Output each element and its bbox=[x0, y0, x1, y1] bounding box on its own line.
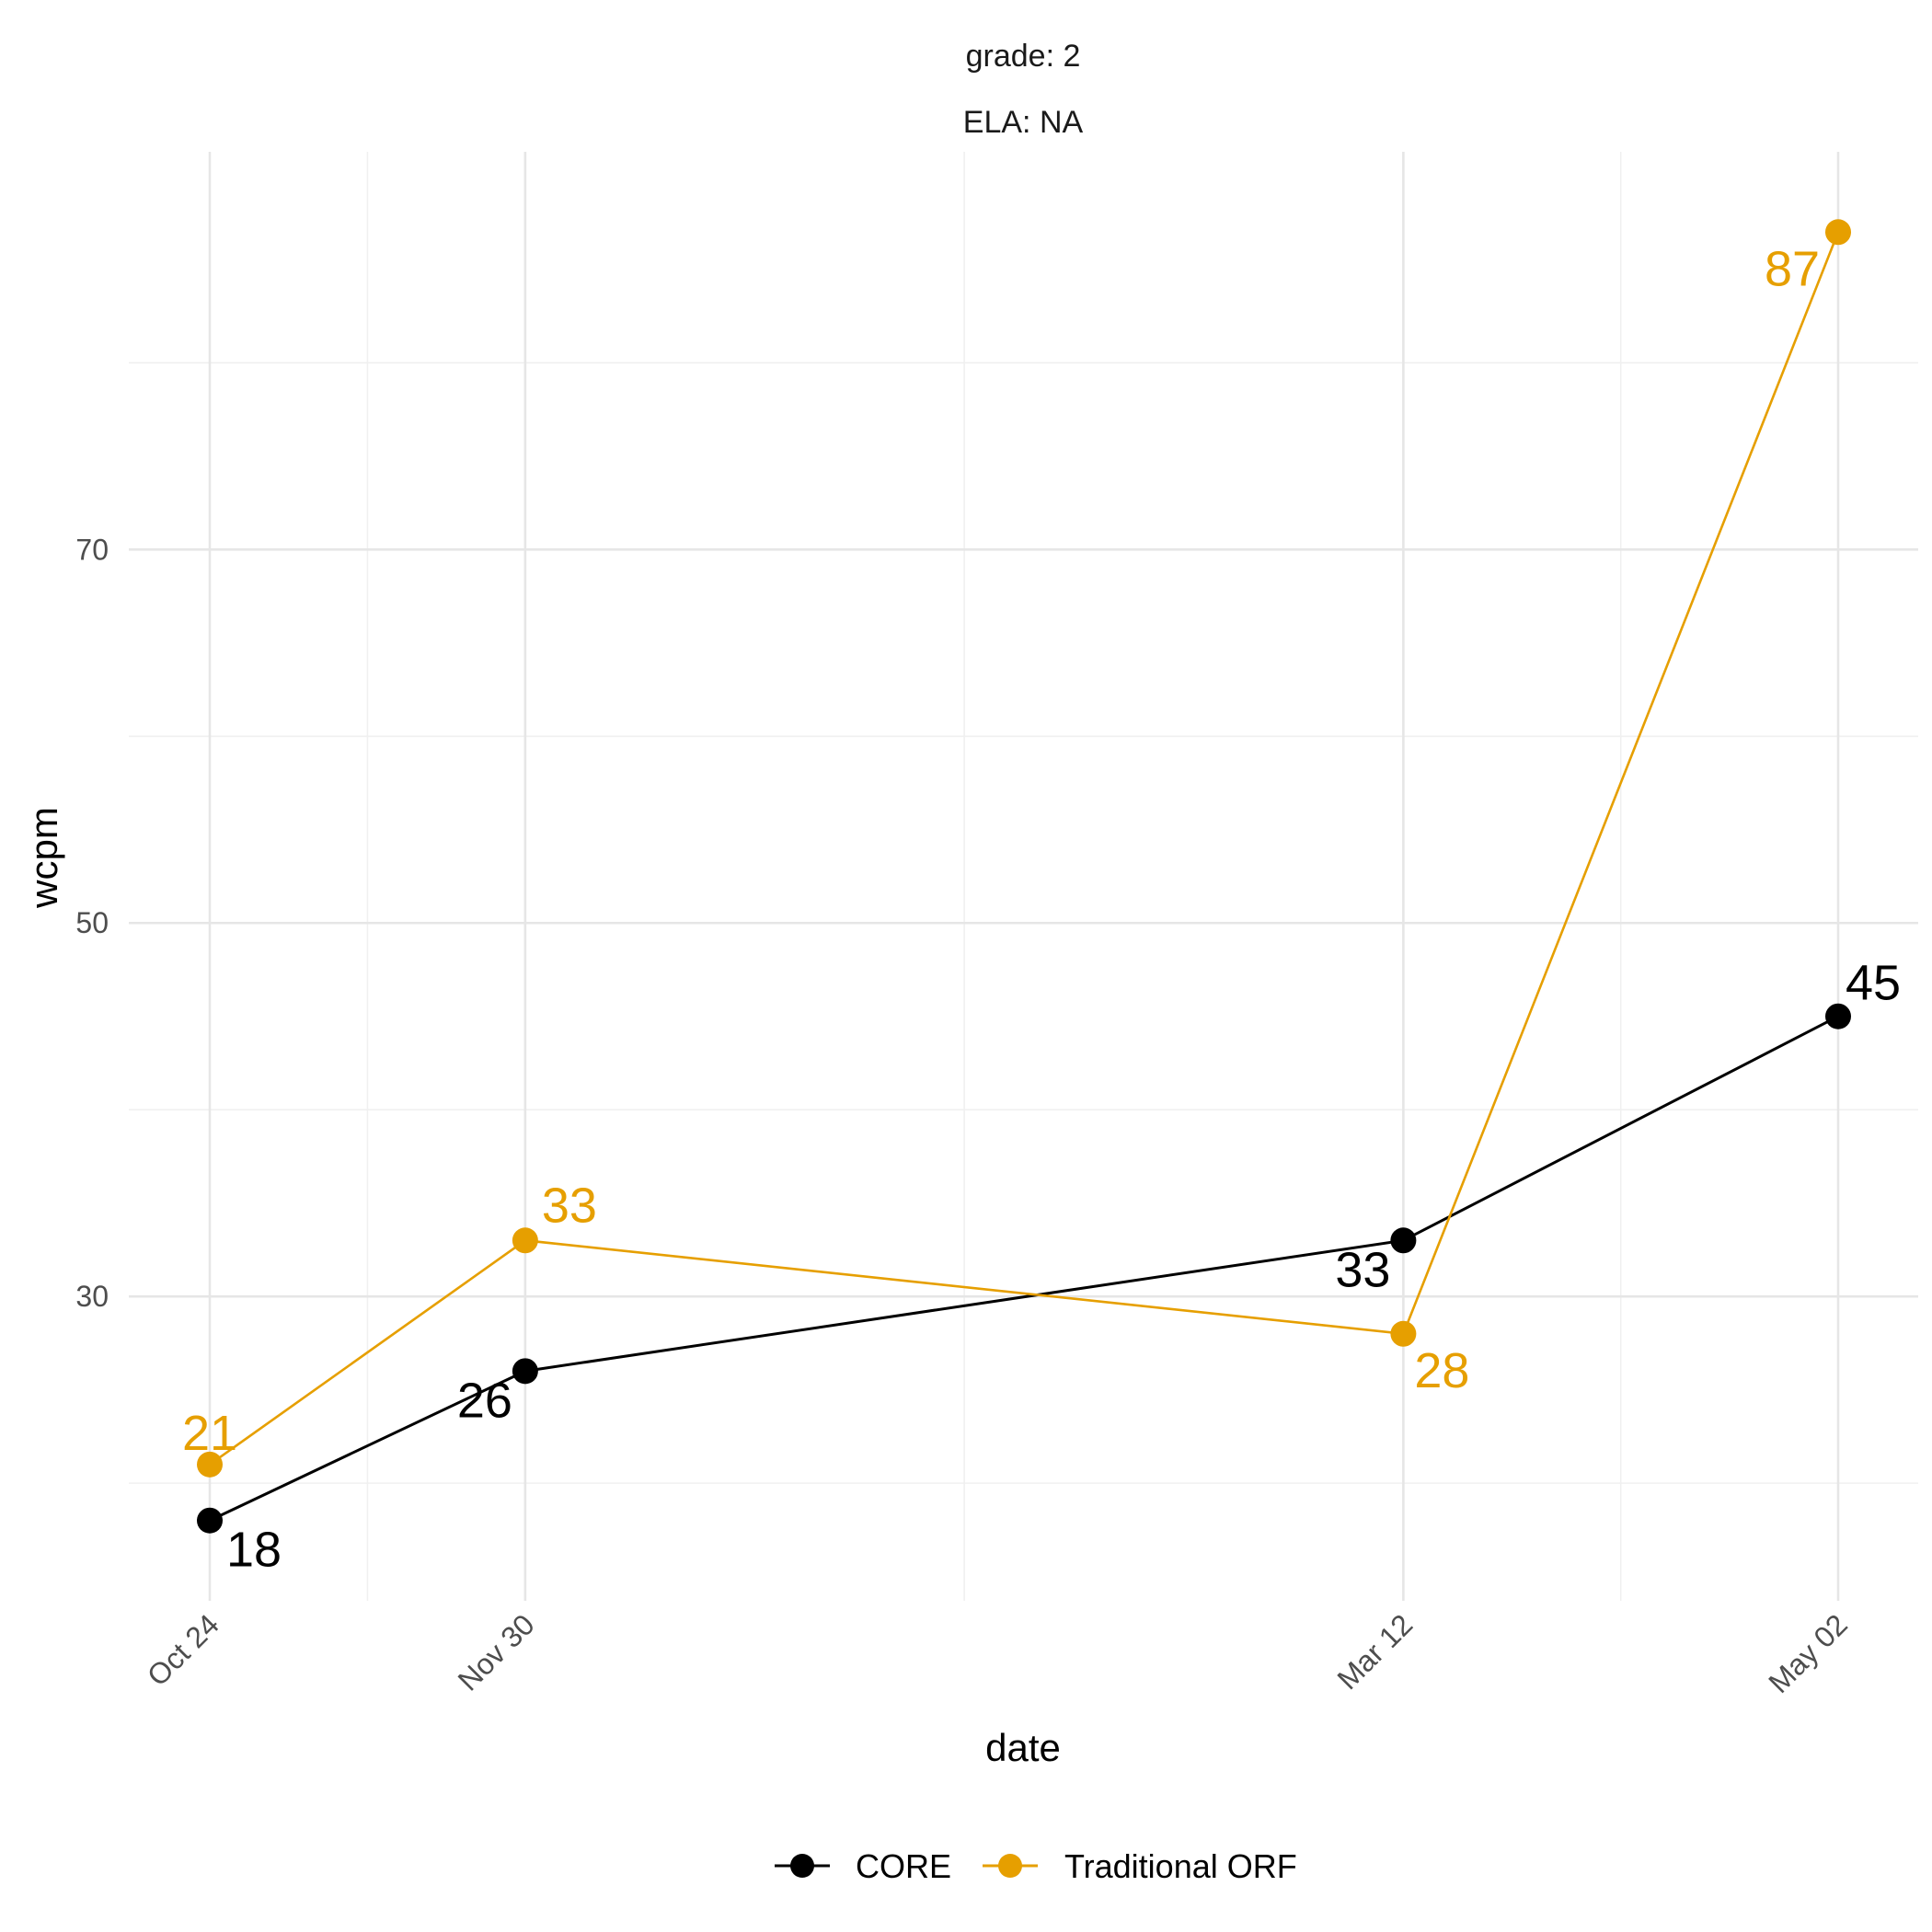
legend: CORE Traditional ORF bbox=[775, 1847, 1297, 1885]
data-label-core: 45 bbox=[1846, 956, 1901, 1011]
data-point-core bbox=[512, 1358, 538, 1385]
data-label-traditional-orf: 21 bbox=[182, 1406, 237, 1461]
y-axis-title: wcpm bbox=[22, 807, 65, 909]
facet-strip-ela: ELA: NA bbox=[963, 105, 1084, 140]
y-tick-label: 50 bbox=[75, 906, 109, 939]
data-point-core bbox=[1825, 1003, 1851, 1029]
legend-key-point-core bbox=[790, 1854, 814, 1878]
data-point-core bbox=[197, 1507, 223, 1534]
data-point-traditional-orf bbox=[1825, 219, 1851, 246]
grid bbox=[129, 152, 1918, 1601]
x-tick-label: Mar 12 bbox=[1330, 1607, 1419, 1696]
legend-key-point-traditional-orf bbox=[998, 1854, 1022, 1878]
data-label-core: 18 bbox=[226, 1523, 282, 1578]
x-tick-label: Nov 30 bbox=[452, 1607, 541, 1696]
data-label-traditional-orf: 28 bbox=[1414, 1343, 1469, 1398]
data-point-traditional-orf bbox=[1390, 1320, 1417, 1347]
data-label-core: 26 bbox=[457, 1373, 512, 1428]
series-layer: 18 26 33 45 21 33 28 87 bbox=[182, 219, 1901, 1578]
x-axis-title: date bbox=[985, 1726, 1061, 1769]
y-tick-label: 30 bbox=[75, 1280, 109, 1313]
data-point-traditional-orf bbox=[197, 1451, 223, 1478]
series-line-traditional-orf bbox=[209, 231, 1840, 1466]
y-tick-label: 70 bbox=[75, 533, 109, 566]
data-label-traditional-orf: 87 bbox=[1765, 241, 1820, 296]
data-label-traditional-orf: 33 bbox=[542, 1178, 597, 1233]
data-label-core: 33 bbox=[1335, 1242, 1390, 1297]
x-tick-label: Oct 24 bbox=[141, 1607, 225, 1692]
x-tick-label: May 02 bbox=[1762, 1607, 1854, 1699]
data-point-traditional-orf bbox=[512, 1227, 538, 1254]
legend-label-traditional-orf: Traditional ORF bbox=[1064, 1847, 1297, 1885]
series-line-core bbox=[209, 1015, 1839, 1523]
data-point-core bbox=[1390, 1227, 1417, 1254]
legend-label-core: CORE bbox=[856, 1847, 951, 1885]
facet-strip-grade: grade: 2 bbox=[966, 39, 1081, 74]
